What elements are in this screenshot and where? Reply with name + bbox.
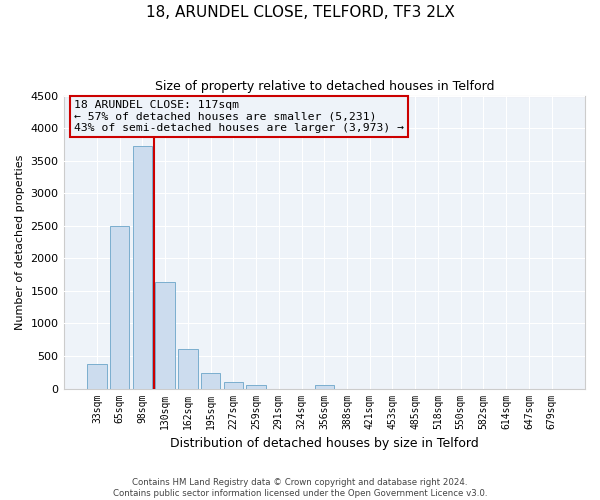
Bar xyxy=(155,282,175,389)
Text: Contains HM Land Registry data © Crown copyright and database right 2024.
Contai: Contains HM Land Registry data © Crown c… xyxy=(113,478,487,498)
Bar xyxy=(247,384,266,388)
Text: 18 ARUNDEL CLOSE: 117sqm
← 57% of detached houses are smaller (5,231)
43% of sem: 18 ARUNDEL CLOSE: 117sqm ← 57% of detach… xyxy=(74,100,404,133)
Bar xyxy=(87,364,107,388)
X-axis label: Distribution of detached houses by size in Telford: Distribution of detached houses by size … xyxy=(170,437,479,450)
Bar xyxy=(178,350,197,389)
Y-axis label: Number of detached properties: Number of detached properties xyxy=(15,154,25,330)
Bar xyxy=(201,373,220,388)
Bar xyxy=(133,146,152,388)
Title: Size of property relative to detached houses in Telford: Size of property relative to detached ho… xyxy=(155,80,494,93)
Bar xyxy=(314,385,334,388)
Text: 18, ARUNDEL CLOSE, TELFORD, TF3 2LX: 18, ARUNDEL CLOSE, TELFORD, TF3 2LX xyxy=(146,5,454,20)
Bar xyxy=(110,226,130,388)
Bar xyxy=(224,382,243,388)
